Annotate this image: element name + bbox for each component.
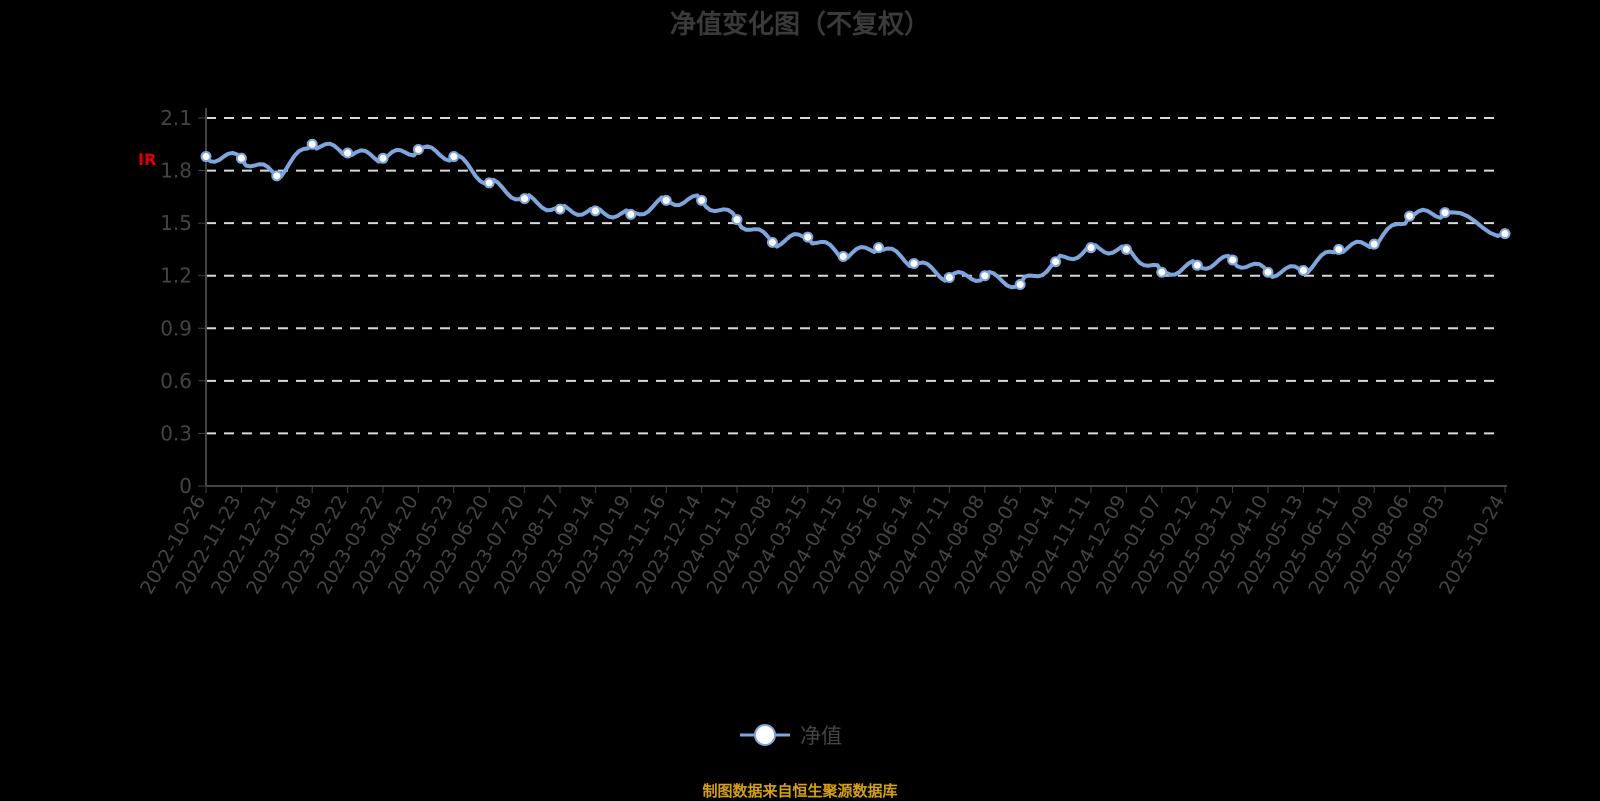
data-point[interactable] [625, 208, 637, 220]
data-point[interactable] [589, 205, 601, 217]
legend-line-marker-icon [740, 724, 790, 746]
legend[interactable]: 净值 [740, 720, 842, 750]
y-tick-label: 0.9 [160, 316, 192, 340]
data-point[interactable] [1439, 207, 1451, 219]
data-point[interactable] [1499, 228, 1511, 240]
y-tick-label: 1.5 [160, 211, 192, 235]
data-point[interactable] [1014, 278, 1026, 290]
data-point[interactable] [766, 236, 778, 248]
data-point[interactable] [1191, 259, 1203, 271]
y-tick-label: 0 [179, 474, 192, 498]
data-point[interactable] [1227, 254, 1239, 266]
chart-title: 净值变化图（不复权） [669, 10, 930, 40]
data-point[interactable] [696, 194, 708, 206]
data-point[interactable] [1404, 210, 1416, 222]
marker-glyph-icon: IR [138, 150, 157, 169]
y-tick-label: 1.2 [160, 264, 192, 288]
data-point[interactable] [802, 231, 814, 243]
y-tick-label: 0.6 [160, 369, 192, 393]
data-point[interactable] [731, 214, 743, 226]
data-point[interactable] [660, 194, 672, 206]
data-point[interactable] [235, 152, 247, 164]
data-point[interactable] [448, 151, 460, 163]
y-tick-label: 0.3 [160, 421, 192, 445]
data-point[interactable] [1085, 242, 1097, 254]
y-tick-label: 2.1 [160, 106, 192, 130]
data-point[interactable] [908, 257, 920, 269]
data-point[interactable] [1297, 264, 1309, 276]
x-axis: 2022-10-262022-11-232022-12-212023-01-18… [136, 485, 1509, 598]
data-point[interactable] [483, 177, 495, 189]
data-point[interactable] [554, 203, 566, 215]
data-point[interactable] [943, 271, 955, 283]
data-point[interactable] [1333, 243, 1345, 255]
data-point[interactable] [377, 152, 389, 164]
data-point[interactable] [1050, 256, 1062, 268]
series-net-value [200, 138, 1511, 290]
data-point[interactable] [200, 151, 212, 163]
data-point[interactable] [306, 138, 318, 150]
legend-label: 净值 [800, 724, 842, 748]
data-point[interactable] [979, 270, 991, 282]
data-point[interactable] [873, 242, 885, 254]
data-point[interactable] [1156, 266, 1168, 278]
data-point[interactable] [1368, 238, 1380, 250]
data-point[interactable] [412, 144, 424, 156]
data-point[interactable] [271, 170, 283, 182]
data-point[interactable] [519, 193, 531, 205]
data-point[interactable] [1262, 266, 1274, 278]
y-tick-label: 1.8 [160, 159, 192, 183]
grid-lines [206, 117, 1500, 435]
data-source-note: 制图数据来自恒生聚源数据库 [702, 782, 898, 800]
data-point[interactable] [342, 147, 354, 159]
y-axis: 0 0.3 0.6 0.9 1.2 1.5 1.8 2.1 [160, 106, 207, 498]
data-point[interactable] [1120, 243, 1132, 255]
data-point[interactable] [837, 250, 849, 262]
